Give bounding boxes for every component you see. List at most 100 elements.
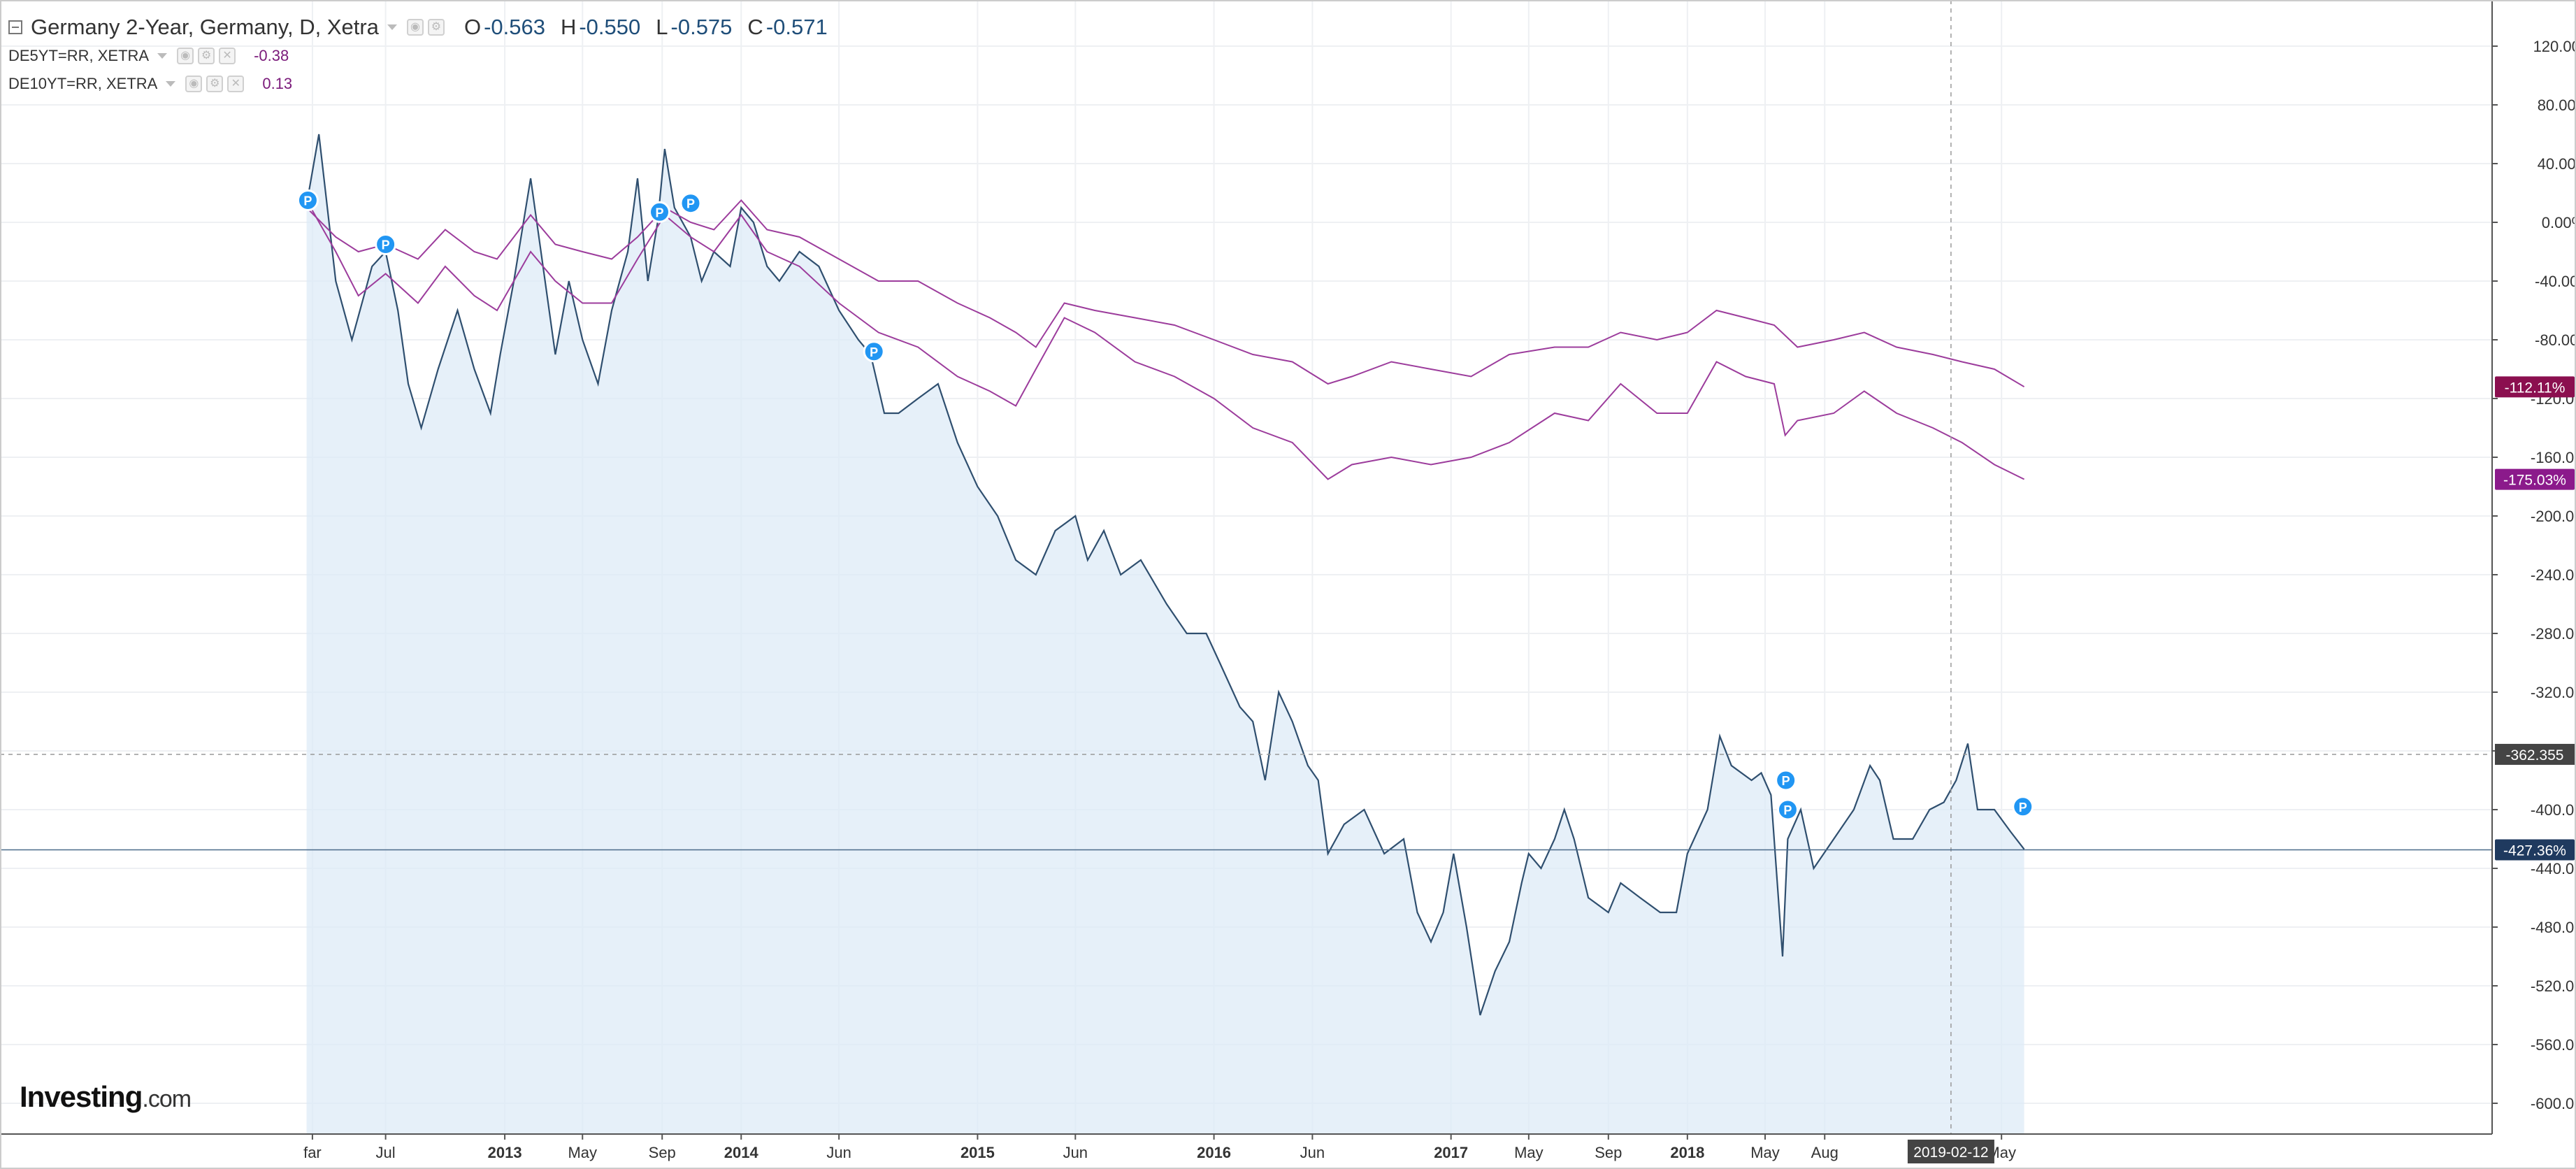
y-axis-background (2493, 0, 2576, 1169)
series-line-de5yt[interactable] (305, 199, 2025, 388)
crosshair-date-badge: 2019-02-12 (1907, 1140, 1994, 1163)
close-icon[interactable]: ✕ (219, 48, 236, 64)
ohlc-low-label: L (656, 15, 668, 39)
crosshair-value-bg (2495, 743, 2575, 765)
marker-circle (649, 201, 671, 223)
series-line-germany-2y[interactable] (305, 134, 2025, 1016)
x-axis-tick-label: Jul (376, 1144, 396, 1161)
crosshair-date-bg (1907, 1140, 1994, 1163)
x-axis-tick-label: 2015 (960, 1144, 995, 1161)
ohlc-high-value: -0.550 (579, 15, 641, 39)
ohlc-low-value: -0.575 (670, 15, 733, 39)
marker-label: P (382, 238, 390, 252)
marker-label: P (1783, 803, 1792, 817)
y-axis-tick-label: -280.00% (2531, 625, 2576, 643)
event-marker[interactable]: P (1775, 769, 1797, 791)
dropdown-caret-icon[interactable] (166, 81, 176, 87)
marker-circle (2012, 796, 2034, 818)
gear-icon[interactable]: ⚙ (198, 48, 215, 64)
eye-icon[interactable]: ◉ (177, 48, 194, 64)
x-axis-tick-label: Sep (649, 1144, 676, 1161)
event-marker[interactable]: P (649, 201, 671, 223)
y-axis-tick-label: -320.00% (2531, 684, 2576, 701)
marker-label: P (1782, 774, 1790, 788)
marker-label: P (870, 345, 878, 359)
logo-domain: .com (142, 1086, 192, 1112)
event-marker[interactable]: P (679, 192, 702, 215)
y-axis-tick-label: -480.00% (2531, 919, 2576, 936)
x-axis-tick-label: Jun (1300, 1144, 1325, 1161)
ohlc-open-label: O (463, 15, 482, 39)
x-axis-tick-label: May (1750, 1144, 1780, 1161)
indicator-row-de10: DE10YT=RR, XETRA ◉ ⚙ ✕ 0.13 (8, 70, 828, 98)
ohlc-open-value: -0.563 (484, 15, 545, 39)
ohlc-high-label: H (560, 15, 577, 39)
eye-icon[interactable]: ◉ (406, 19, 424, 36)
event-marker[interactable]: P (863, 340, 885, 363)
close-icon[interactable]: ✕ (227, 76, 245, 92)
indicator-name-de5[interactable]: DE5YT=RR, XETRA (8, 47, 150, 64)
x-axis-tick-label: 2017 (1434, 1144, 1468, 1161)
event-marker[interactable]: P (375, 234, 397, 255)
x-axis-background (0, 1135, 2492, 1169)
price-badge-label: -112.11% (2505, 380, 2566, 396)
x-axis-tick-label: May (568, 1144, 597, 1161)
event-marker[interactable]: P (2012, 796, 2034, 818)
marker-label: P (656, 206, 664, 220)
marker-circle (1775, 769, 1797, 791)
event-marker[interactable]: P (1776, 798, 1799, 821)
y-axis-tick-label: -600.00% (2531, 1095, 2576, 1112)
x-axis-tick-label: May (1514, 1144, 1544, 1161)
y-axis-tick-label: -520.00% (2531, 977, 2576, 995)
y-axis-tick-label: -200.00% (2531, 508, 2576, 525)
series-line-de10yt[interactable] (305, 200, 2025, 480)
price-badge: -112.11% (2495, 376, 2575, 398)
crosshair-date-label: 2019-02-12 (1913, 1145, 1988, 1161)
x-axis-tick-label: Sep (1595, 1144, 1622, 1161)
eye-icon[interactable]: ◉ (185, 76, 203, 92)
logo-brand: Investing (20, 1080, 143, 1113)
dropdown-caret-icon[interactable] (387, 24, 397, 30)
price-badge-bg (2495, 839, 2575, 861)
y-axis-tick-label: 40.00% (2538, 155, 2576, 173)
event-marker[interactable]: P (296, 189, 319, 211)
x-axis-tick-label: Jun (826, 1144, 851, 1161)
y-axis-tick-label: 0.00% (2542, 214, 2576, 231)
price-badge: -427.36% (2495, 839, 2575, 861)
marker-label: P (2019, 801, 2027, 815)
dropdown-caret-icon[interactable] (157, 53, 168, 59)
x-axis-tick-label: 2016 (1197, 1144, 1231, 1161)
price-badge-bg (2495, 468, 2575, 490)
collapse-icon[interactable] (8, 20, 22, 34)
price-badge-bg (2495, 376, 2575, 398)
series-area-germany-2y (306, 134, 2024, 1134)
x-axis-tick-label: 2014 (724, 1144, 759, 1161)
chart-legend: Germany 2-Year, Germany, D, Xetra ◉ ⚙ O-… (8, 13, 828, 98)
y-axis-tick-label: -40.00% (2535, 273, 2576, 290)
main-series-row: Germany 2-Year, Germany, D, Xetra ◉ ⚙ O-… (8, 13, 828, 42)
gear-icon[interactable]: ⚙ (206, 76, 224, 92)
y-axis-tick-label: -400.00% (2531, 801, 2576, 819)
marker-circle (863, 340, 885, 363)
main-series-title[interactable]: Germany 2-Year, Germany, D, Xetra (31, 15, 379, 39)
indicator-name-de10[interactable]: DE10YT=RR, XETRA (8, 75, 158, 92)
marker-label: P (303, 194, 312, 208)
price-badge: -175.03% (2495, 468, 2575, 490)
ohlc-close-value: -0.571 (765, 15, 828, 39)
marker-circle (1776, 798, 1799, 821)
investing-logo: Investing.com (20, 1080, 192, 1114)
x-axis-tick-label: Jun (1063, 1144, 1088, 1161)
x-axis-tick-label: far (303, 1144, 322, 1161)
ohlc-close-label: C (747, 15, 763, 39)
price-badge-label: -427.36% (2503, 842, 2566, 859)
x-axis-tick-label: Aug (1811, 1144, 1839, 1161)
y-axis-tick-label: 120.00% (2533, 38, 2576, 55)
marker-label: P (686, 197, 695, 211)
indicator-value-de10: 0.13 (262, 75, 293, 92)
y-axis-tick-label: -240.00% (2531, 566, 2576, 584)
crosshair-value-label: -362.355 (2506, 747, 2564, 763)
y-axis-tick-label: 80.00% (2538, 96, 2576, 114)
price-badge-label: -175.03% (2503, 473, 2566, 489)
gear-icon[interactable]: ⚙ (427, 19, 445, 36)
